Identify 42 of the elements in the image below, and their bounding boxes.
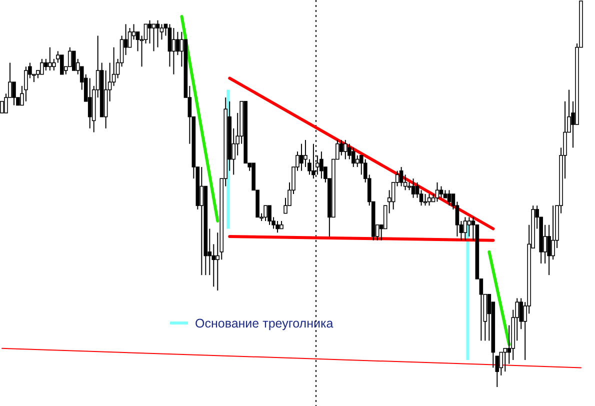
candlestick	[156, 20, 160, 48]
candlestick	[499, 352, 504, 376]
candlestick	[12, 82, 16, 106]
candlestick	[463, 216, 468, 241]
candlestick	[24, 66, 28, 102]
candlestick	[160, 24, 164, 40]
candlestick	[304, 139, 308, 168]
candlestick	[312, 143, 316, 180]
candlestick	[551, 205, 555, 260]
candlestick	[467, 216, 472, 237]
candlestick	[176, 31, 180, 56]
candlestick	[300, 143, 304, 172]
candlestick	[439, 186, 444, 198]
candlestick	[495, 356, 500, 388]
candlestick	[68, 46, 72, 68]
candlestick	[44, 58, 48, 71]
candlestick	[48, 46, 52, 71]
legend-label: Основание треуголника	[195, 316, 334, 330]
candlestick	[152, 24, 156, 52]
candlestick	[40, 58, 44, 75]
candlestick	[340, 139, 344, 156]
candlestick	[503, 348, 508, 372]
candlestick	[415, 182, 420, 198]
candlestick	[435, 182, 440, 202]
candlestick	[399, 166, 404, 187]
candlestick	[447, 190, 452, 206]
candlestick	[88, 78, 92, 129]
candlestick	[411, 178, 416, 198]
candlestick	[200, 166, 204, 276]
candlestick	[427, 194, 432, 206]
candlestick	[344, 139, 348, 160]
candlestick	[351, 147, 356, 168]
candlestick	[268, 205, 272, 226]
candlestick	[60, 54, 64, 75]
candlestick	[383, 205, 388, 230]
candlestick	[276, 220, 280, 234]
candlestick	[320, 151, 324, 180]
candlestick	[264, 205, 268, 222]
candlestick	[172, 28, 176, 75]
candlestick	[72, 50, 76, 71]
candlestick	[148, 20, 152, 44]
candlestick	[355, 154, 360, 168]
